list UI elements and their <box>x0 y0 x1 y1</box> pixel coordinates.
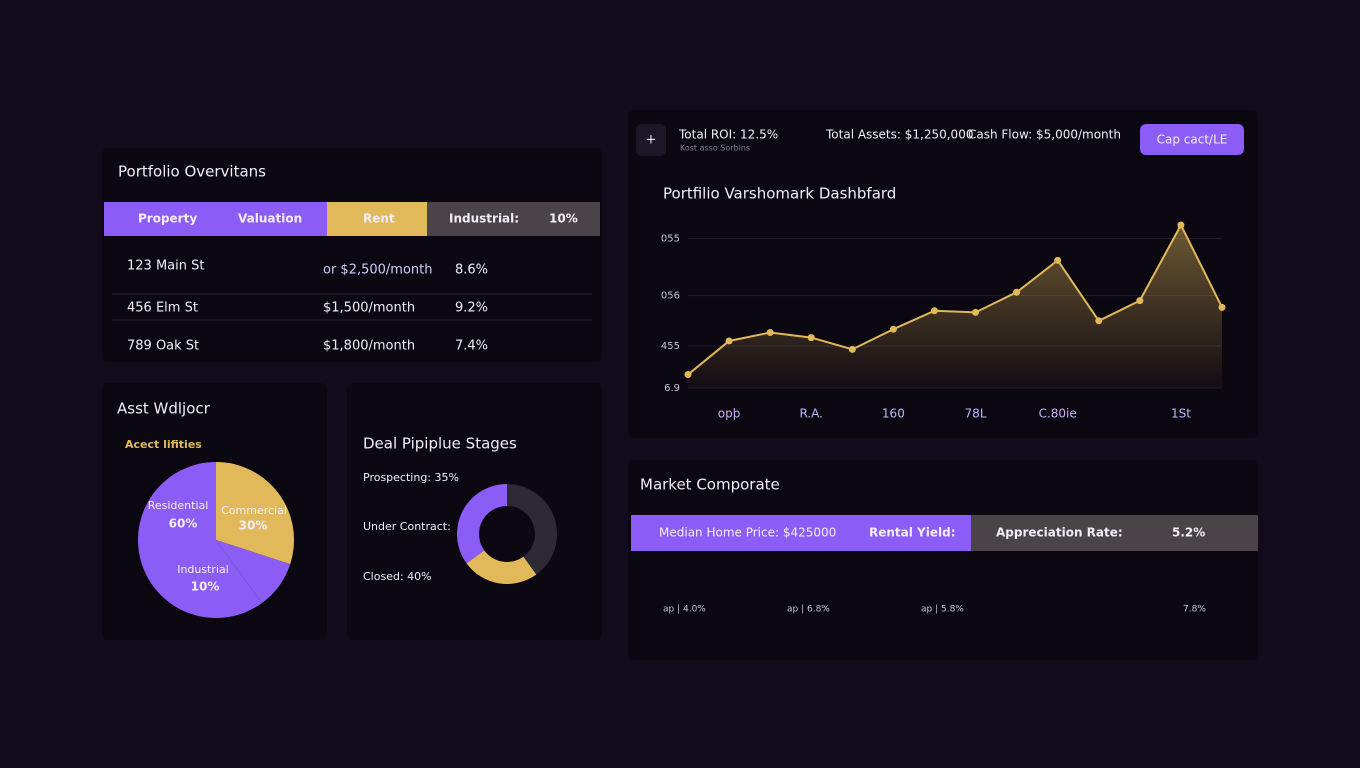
cell: 9.2% <box>455 301 488 316</box>
cell: $1,800/month <box>323 339 415 354</box>
legend-label: Closed: 40% <box>363 570 432 583</box>
stat: Total Assets: $1,250,000 <box>825 128 973 142</box>
stat-subtitle: Kost asso Sorbins <box>680 144 750 153</box>
button[interactable] <box>1140 124 1244 155</box>
cell: ap | 6.8% <box>787 605 830 615</box>
point <box>725 337 733 345</box>
x-tick-label: opþ <box>718 407 741 421</box>
slice-label: Commercial <box>221 504 287 517</box>
point <box>1177 221 1185 229</box>
header-text: 10% <box>549 212 578 226</box>
point <box>807 334 815 342</box>
header-text: Appreciation Rate: <box>996 526 1123 540</box>
donut-slice <box>507 484 558 575</box>
header-cell <box>427 202 600 236</box>
header-cell <box>327 202 427 236</box>
legend-label: Under Contract: <box>363 520 451 533</box>
button-label[interactable]: Cap cact/LE <box>1157 133 1228 147</box>
point <box>930 307 938 315</box>
slice-value: 30% <box>239 519 268 533</box>
header-text: Rent <box>363 212 395 226</box>
slice-label: Industrial <box>177 563 229 576</box>
x-tick-label: C.80ie <box>1039 407 1077 421</box>
header-cell <box>971 515 1258 551</box>
line <box>687 222 1223 376</box>
cell: 8.6% <box>455 263 488 278</box>
slice-value: 60% <box>169 517 198 531</box>
donut-slice <box>457 484 507 564</box>
point <box>972 308 980 316</box>
cell: 456 Elm St <box>127 301 198 316</box>
pie-slice <box>216 462 294 565</box>
cell: 789 Oak St <box>127 339 199 354</box>
point <box>766 329 774 337</box>
slice-value: 10% <box>191 580 220 594</box>
x-tick-label: 1St <box>1171 407 1191 421</box>
cell: 123 Main St <box>127 259 204 274</box>
header-cell <box>631 515 971 551</box>
chart-title: Portfilio Varshomark Dashbfard <box>663 185 896 203</box>
line-chart: 6.9 455 056 055 opþ R.A. 160 78L C.80ie 1St <box>661 221 1226 421</box>
donut-slice <box>466 550 537 584</box>
cell: ap | 5.8% <box>921 605 964 615</box>
icon-box <box>636 124 666 156</box>
area <box>688 225 1222 388</box>
cell: or $2,500/month <box>323 263 433 278</box>
cell: 7.8% <box>1183 605 1206 615</box>
point <box>1013 288 1021 296</box>
header-text: Rental Yield: <box>869 526 956 540</box>
y-tick-label: 455 <box>661 341 680 352</box>
panel-subtitle: Acect lifities <box>125 438 202 451</box>
y-tick-label: 6.9 <box>664 383 680 394</box>
icon: + <box>646 133 657 148</box>
header-text: Median Home Price: $425000 <box>659 526 836 540</box>
panel-title: Market Comporate <box>640 476 780 494</box>
x-tick-label: 160 <box>882 407 905 421</box>
panel <box>102 148 602 362</box>
header-text: Valuation <box>238 212 302 226</box>
stat: Cash Flow: $5,000/month <box>968 128 1121 142</box>
cell: ap | 4.0% <box>663 605 706 615</box>
header-text: Industrial: <box>449 212 519 226</box>
point <box>889 325 897 333</box>
point <box>684 371 692 379</box>
point <box>1136 297 1144 305</box>
pie-slice <box>216 540 291 604</box>
point <box>848 345 856 353</box>
point <box>1218 303 1226 311</box>
x-tick-label: 78L <box>965 407 987 421</box>
cell: 7.4% <box>455 339 488 354</box>
panel-title: Asst Wdljocr <box>117 400 211 418</box>
header-text: Property <box>138 212 197 226</box>
y-tick-label: 056 <box>661 291 680 302</box>
donut-chart <box>457 484 558 584</box>
x-tick-label: R.A. <box>799 407 823 421</box>
pie-slice <box>138 462 262 618</box>
point <box>1054 256 1062 264</box>
panel-title: Deal Pipiplue Stages <box>363 435 517 453</box>
cell: $1,500/month <box>323 301 415 316</box>
legend-label: Prospecting: 35% <box>363 471 459 484</box>
header-text: 5.2% <box>1172 526 1205 540</box>
stat: Total ROI: 12.5% <box>678 128 778 142</box>
slice-label: Residential <box>148 499 209 512</box>
y-tick-label: 055 <box>661 233 680 244</box>
pie-chart <box>138 462 294 618</box>
panel-title: Portfolio Overvitans <box>118 163 266 181</box>
panel <box>628 460 1258 660</box>
header-cell <box>104 202 327 236</box>
point <box>1095 317 1103 325</box>
